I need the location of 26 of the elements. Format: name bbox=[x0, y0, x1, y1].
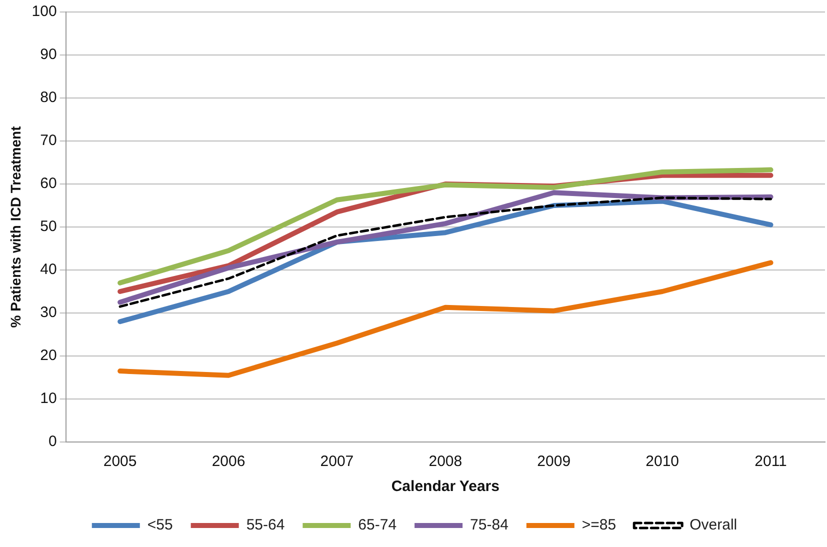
y-tick-label: 60 bbox=[40, 175, 57, 192]
legend-label: 65-74 bbox=[358, 516, 397, 534]
y-tick-label: 40 bbox=[40, 261, 57, 278]
y-tick-label: 10 bbox=[40, 390, 57, 408]
x-tick-label: 2006 bbox=[212, 453, 246, 470]
y-tick-label: 50 bbox=[40, 218, 57, 236]
x-axis-title: Calendar Years bbox=[391, 478, 500, 496]
x-tick-label: 2005 bbox=[103, 453, 137, 470]
y-axis-title: % Patients with ICD Treatment bbox=[7, 126, 24, 328]
x-tick-label: 2007 bbox=[320, 453, 354, 470]
legend-label: 75-84 bbox=[470, 516, 508, 534]
legend-label: Overall bbox=[690, 516, 738, 534]
y-tick-label: 30 bbox=[40, 304, 57, 322]
y-tick-label: 70 bbox=[40, 132, 57, 150]
y-tick-label: 90 bbox=[40, 46, 57, 64]
y-tick-label: 80 bbox=[40, 89, 57, 106]
legend-label: <55 bbox=[147, 516, 173, 534]
y-tick-label: 20 bbox=[40, 347, 57, 364]
x-tick-label: 2008 bbox=[428, 453, 462, 470]
x-tick-label: 2010 bbox=[646, 453, 680, 470]
x-tick-label: 2009 bbox=[537, 453, 571, 470]
legend-label: >=85 bbox=[582, 516, 616, 534]
x-tick-label: 2011 bbox=[754, 453, 787, 470]
legend-label: 55-64 bbox=[246, 516, 285, 534]
y-tick-label: 100 bbox=[32, 3, 57, 20]
y-tick-label: 0 bbox=[48, 433, 57, 450]
